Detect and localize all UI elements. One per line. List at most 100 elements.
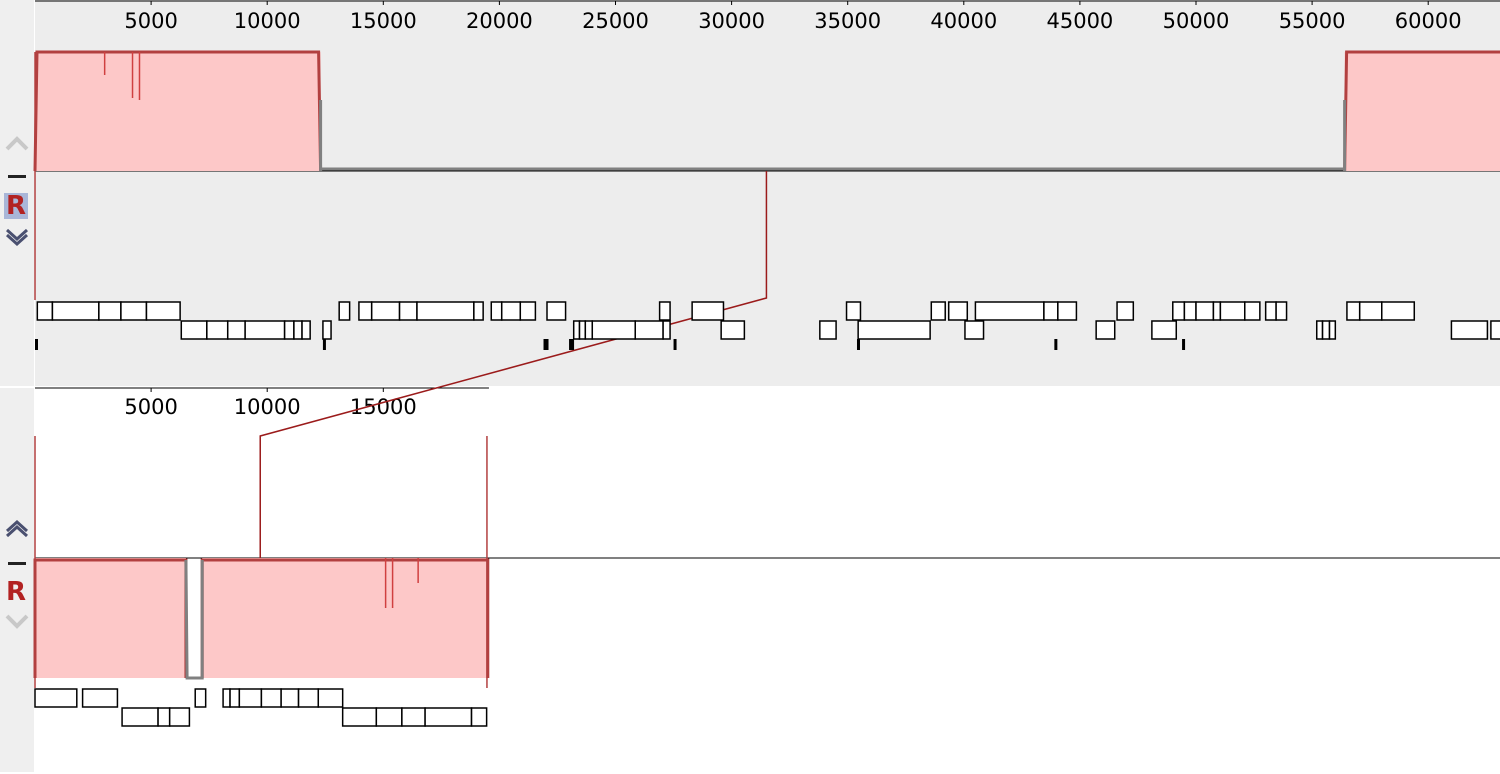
top-gene-feature — [1172, 301, 1186, 321]
top-feature-marker — [1054, 339, 1058, 350]
top-gene-feature — [1321, 320, 1331, 340]
top-gene-feature — [1219, 301, 1246, 321]
top-gene-feature — [416, 301, 475, 321]
top-gene-feature — [36, 301, 54, 321]
top-gene-feature — [662, 320, 671, 340]
top-feature-marker — [543, 339, 549, 350]
bottom-gene-feature — [157, 707, 171, 727]
bottom-gene-feature — [81, 688, 119, 708]
top-move-down-button[interactable] — [4, 226, 30, 246]
top-gene-feature — [1346, 301, 1361, 321]
top-gene-feature — [473, 301, 484, 321]
top-gene-feature — [1358, 301, 1383, 321]
top-gene-feature — [1381, 301, 1416, 321]
chevron-up-icon — [4, 520, 30, 540]
chevron-down-icon — [4, 612, 30, 630]
bottom-gene-feature — [470, 707, 488, 727]
top-feature-marker — [569, 339, 575, 350]
top-gene-feature — [1183, 301, 1197, 321]
top-gene-feature — [974, 301, 1045, 321]
top-gene-feature — [51, 301, 100, 321]
top-gene-feature — [226, 320, 246, 340]
top-gene-feature — [1450, 320, 1489, 340]
top-gene-feature — [206, 320, 229, 340]
bottom-gene-feature — [260, 688, 282, 708]
top-ruler-tick-label: 35000 — [814, 9, 881, 33]
bottom-gene-feature — [34, 688, 78, 708]
top-gene-feature — [1490, 320, 1500, 340]
bottom-gene-feature — [375, 707, 403, 727]
top-gene-feature — [584, 320, 594, 340]
top-gene-feature — [1244, 301, 1261, 321]
top-gene-feature — [572, 320, 581, 340]
top-gene-feature — [1315, 320, 1324, 340]
top-hide-genome-button[interactable] — [8, 175, 26, 178]
top-ruler-tick-label: 25000 — [582, 9, 649, 33]
bottom-move-up-button[interactable] — [4, 520, 30, 540]
top-ruler-tick-label: 60000 — [1395, 9, 1462, 33]
top-gene-feature — [947, 301, 969, 321]
top-gene-feature — [1116, 301, 1135, 321]
top-gene-feature — [500, 301, 522, 321]
top-gene-feature — [1264, 301, 1277, 321]
chevron-down-icon — [4, 226, 30, 246]
top-gene-feature — [370, 301, 401, 321]
bottom-gene-feature — [297, 688, 320, 708]
top-feature-marker — [1182, 339, 1186, 350]
bottom-low-similarity-profile — [184, 559, 204, 680]
top-gene-feature — [1043, 301, 1059, 321]
lcb-connector-line — [259, 171, 768, 558]
top-gene-feature — [1095, 320, 1116, 340]
bottom-hide-genome-button[interactable] — [8, 562, 26, 565]
bottom-gene-feature — [222, 688, 231, 708]
bottom-lcb-block — [35, 558, 186, 678]
top-gene-feature — [720, 320, 746, 340]
top-gene-feature — [658, 301, 671, 321]
top-feature-marker — [673, 339, 677, 350]
top-reference-button[interactable]: R — [4, 191, 28, 221]
bottom-gene-feature — [280, 688, 300, 708]
top-ruler-tick-label: 30000 — [698, 9, 765, 33]
top-ruler-tick-label: 5000 — [124, 9, 177, 33]
top-ruler-tick-label: 55000 — [1279, 9, 1346, 33]
top-ruler-tick-label: 45000 — [1046, 9, 1113, 33]
bottom-gene-feature — [401, 707, 426, 727]
bottom-move-down-button[interactable] — [4, 612, 30, 630]
bottom-gene-feature — [121, 707, 159, 727]
top-gene-feature — [1057, 301, 1078, 321]
top-gene-feature — [283, 320, 295, 340]
chevron-up-icon — [4, 134, 30, 152]
top-gene-feature — [322, 320, 332, 340]
top-gene-feature — [964, 320, 985, 340]
top-gene-feature — [1151, 320, 1178, 340]
top-gene-feature — [1195, 301, 1215, 321]
bottom-gene-feature — [194, 688, 207, 708]
bottom-gene-feature — [317, 688, 344, 708]
top-gene-feature — [591, 320, 636, 340]
top-gene-feature — [145, 301, 181, 321]
top-gene-feature — [358, 301, 373, 321]
top-gene-feature — [691, 301, 725, 321]
top-gene-feature — [490, 301, 503, 321]
top-gene-feature — [634, 320, 664, 340]
top-gene-feature — [301, 320, 311, 340]
bottom-gene-feature — [229, 688, 241, 708]
bottom-reference-button[interactable]: R — [5, 577, 27, 607]
bottom-gene-feature — [424, 707, 473, 727]
top-gene-feature — [1328, 320, 1337, 340]
top-feature-marker — [856, 339, 860, 350]
top-ruler-tick-label: 20000 — [466, 9, 533, 33]
top-gene-feature — [1212, 301, 1222, 321]
bottom-ruler-tick-label: 10000 — [234, 395, 301, 419]
top-ruler-tick-label: 50000 — [1163, 9, 1230, 33]
top-gene-feature — [1275, 301, 1288, 321]
top-gene-feature — [519, 301, 537, 321]
top-gene-feature — [930, 301, 946, 321]
top-gene-feature — [578, 320, 587, 340]
top-move-up-button[interactable] — [4, 134, 30, 152]
top-gene-feature — [398, 301, 418, 321]
top-gene-feature — [546, 301, 567, 321]
top-gene-feature — [819, 320, 837, 340]
top-gene-feature — [293, 320, 303, 340]
